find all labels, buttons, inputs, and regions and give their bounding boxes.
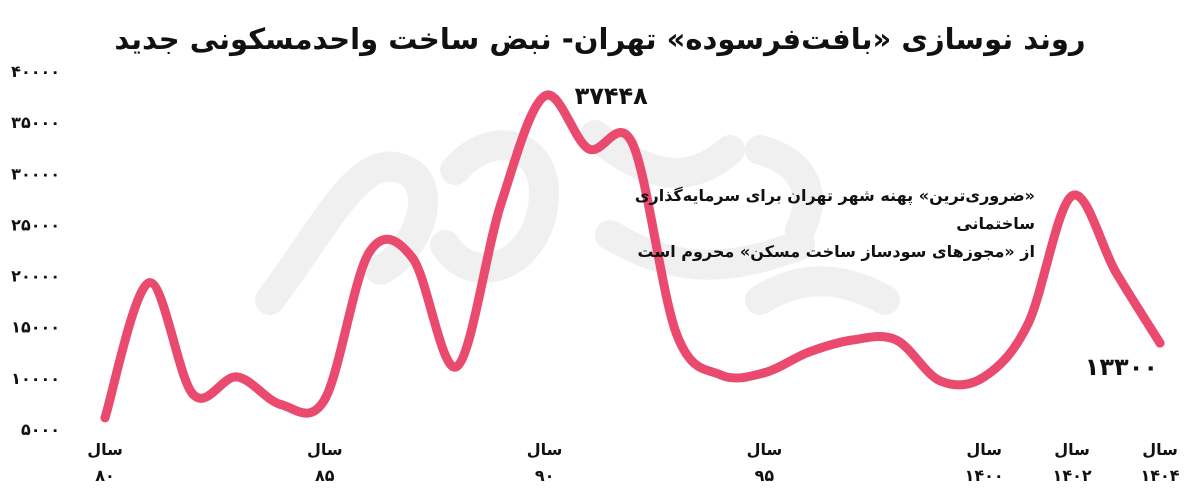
- data-point: [364, 248, 374, 258]
- y-tick-label: ۳۰۰۰۰: [11, 164, 60, 183]
- x-tick-label-year-word: سال: [1054, 440, 1090, 459]
- data-point: [1155, 338, 1165, 348]
- data-point: [232, 372, 242, 382]
- data-point: [144, 278, 154, 288]
- data-point: [1111, 268, 1121, 278]
- data-label: ۱۳۳۰۰: [1085, 353, 1158, 381]
- x-tick-label-year-word: سال: [1142, 440, 1178, 459]
- y-tick-label: ۲۰۰۰۰: [11, 267, 60, 286]
- y-tick-label: ۵۰۰۰: [21, 420, 60, 439]
- y-tick-label: ۲۵۰۰۰: [11, 215, 60, 234]
- data-point: [715, 370, 725, 380]
- x-tick-label-year-value: ۱۴۰۴: [1140, 466, 1179, 485]
- x-tick-label-year-value: ۸۵: [315, 466, 335, 485]
- data-point: [496, 200, 506, 210]
- data-point: [540, 91, 550, 101]
- y-tick-label: ۴۰۰۰۰: [11, 62, 60, 81]
- data-point: [847, 335, 857, 345]
- data-point: [1023, 319, 1033, 329]
- data-point: [671, 329, 681, 339]
- data-point: [100, 413, 110, 423]
- labels-layer: ۳۷۴۴۸ ۱۳۳۰۰: [575, 82, 1158, 381]
- x-tick-label-year-word: سال: [527, 440, 563, 459]
- y-tick-label: ۱۰۰۰۰: [11, 369, 60, 388]
- data-point: [320, 394, 330, 404]
- x-tick-label-year-word: سال: [307, 440, 343, 459]
- annotation-line-3: از «مجوزهای سودساز ساخت مسکن» محروم است: [637, 242, 1035, 261]
- watermark-logo: [255, 120, 900, 315]
- data-point: [803, 347, 813, 357]
- annotation-line-1: «ضروری‌ترین» پهنه شهر تهران برای سرمایه‌…: [634, 186, 1035, 205]
- x-tick-label-year-value: ۹۵: [755, 466, 775, 485]
- x-tick-label-year-value: ۹۰: [535, 466, 555, 485]
- x-tick-label-year-word: سال: [747, 440, 783, 459]
- points-layer: [100, 91, 1165, 423]
- data-point: [759, 368, 769, 378]
- y-tick-label: ۳۵۰۰۰: [11, 113, 60, 132]
- data-point: [935, 376, 945, 386]
- y-tick-label: ۱۵۰۰۰: [11, 318, 60, 337]
- watermark-layer: [255, 120, 900, 315]
- data-point: [628, 139, 637, 149]
- y-axis: ۴۰۰۰۰ ۳۵۰۰۰ ۳۰۰۰۰ ۲۵۰۰۰ ۲۰۰۰۰ ۱۵۰۰۰ ۱۰۰۰۰ ۵۰۰۰: [11, 62, 60, 439]
- data-point: [188, 389, 198, 399]
- x-tick-label-year-word: سال: [966, 440, 1002, 459]
- x-axis: سال ۸۰ سال ۸۵ سال ۹۰ سال ۹۵ سال ۱۴۰۰ سال ۱۴۰۲ سال ۱۴۰…: [87, 440, 1180, 485]
- x-tick-label-year-value: ۸۰: [95, 466, 115, 485]
- data-label: ۳۷۴۴۸: [575, 82, 649, 110]
- data-point: [584, 144, 594, 154]
- data-point: [276, 399, 286, 409]
- data-point: [979, 372, 989, 382]
- data-point: [1067, 191, 1077, 201]
- annotation-line-2: ساختمانی: [956, 214, 1035, 233]
- x-tick-label-year-value: ۱۴۰۲: [1053, 466, 1092, 485]
- chart-annotation: «ضروری‌ترین» پهنه شهر تهران برای سرمایه‌…: [634, 182, 1035, 266]
- chart-title: روند نوسازی «بافت‌فرسوده» تهران- نبض ساخ…: [114, 22, 1086, 56]
- data-point: [408, 253, 418, 263]
- data-point: [452, 362, 462, 372]
- data-point: [891, 335, 901, 345]
- x-tick-label-year-value: ۱۴۰۰: [965, 466, 1004, 485]
- x-tick-label-year-word: سال: [87, 440, 123, 459]
